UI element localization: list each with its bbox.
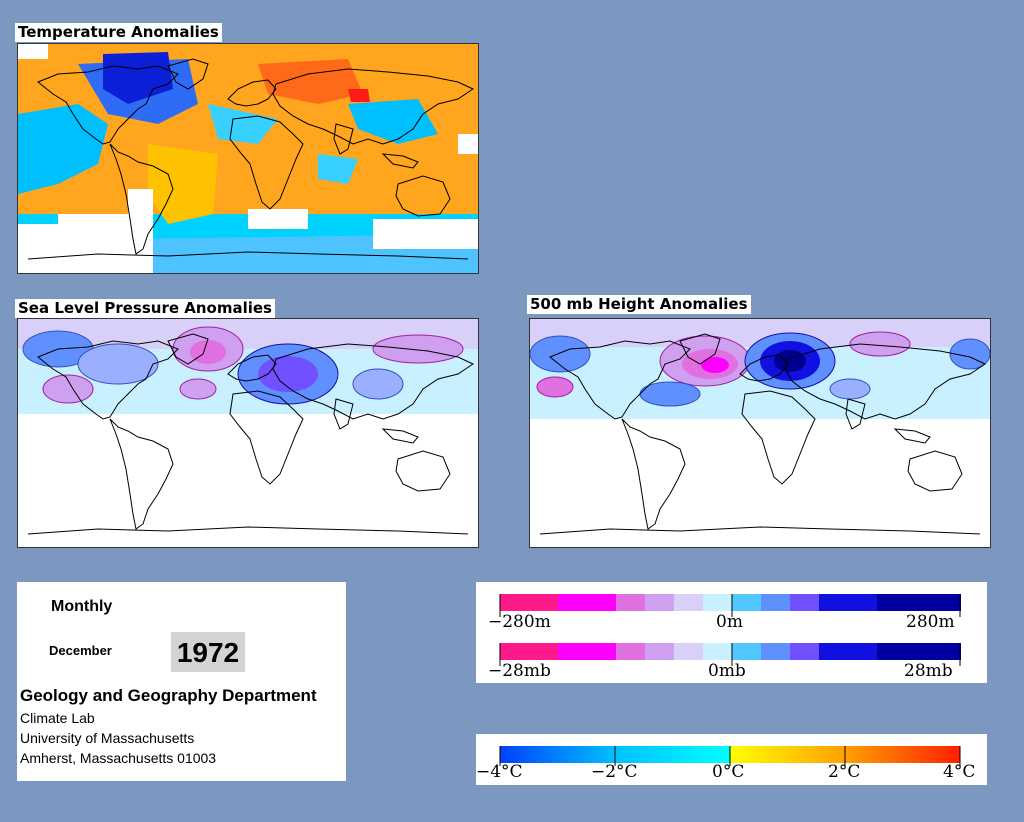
info-panel: Monthly December 1972 Geology and Geogra… xyxy=(17,582,346,781)
height-legend-mid: 0m xyxy=(716,612,743,632)
temperature-legend: −4°C −2°C 0°C 2°C 4°C xyxy=(476,734,987,785)
height-map-title: 500 mb Height Anomalies xyxy=(527,295,751,314)
month-label: December xyxy=(49,643,112,658)
height-legend-min: −280m xyxy=(488,612,551,632)
university-name: University of Massachusetts xyxy=(20,730,195,746)
slp-map-title: Sea Level Pressure Anomalies xyxy=(15,299,275,318)
pressure-legend-max: 28mb xyxy=(904,661,953,681)
temp-tick-minus4: −4°C xyxy=(476,762,523,782)
temp-tick-minus2: −2°C xyxy=(591,762,638,782)
period-label: Monthly xyxy=(51,598,113,615)
pressure-colorbar xyxy=(499,643,961,666)
temperature-anomaly-map xyxy=(17,43,479,274)
slp-anomaly-map xyxy=(17,318,479,548)
temp-tick-4: 4°C xyxy=(943,762,976,782)
height-pressure-legend: −280m 0m 280m −28mb 0mb 28mb xyxy=(476,582,987,683)
height-anomaly-map xyxy=(529,318,991,548)
temp-tick-0: 0°C xyxy=(712,762,745,782)
temperature-map-title: Temperature Anomalies xyxy=(15,23,222,42)
height-legend-max: 280m xyxy=(906,612,955,632)
address-line: Amherst, Massachusetts 01003 xyxy=(20,750,217,766)
pressure-legend-min: −28mb xyxy=(488,661,551,681)
height-colorbar xyxy=(499,594,961,617)
department-name: Geology and Geography Department xyxy=(20,686,317,705)
temp-tick-2: 2°C xyxy=(828,762,861,782)
lab-name: Climate Lab xyxy=(20,710,95,726)
pressure-legend-mid: 0mb xyxy=(708,661,746,681)
year-label: 1972 xyxy=(171,632,245,672)
